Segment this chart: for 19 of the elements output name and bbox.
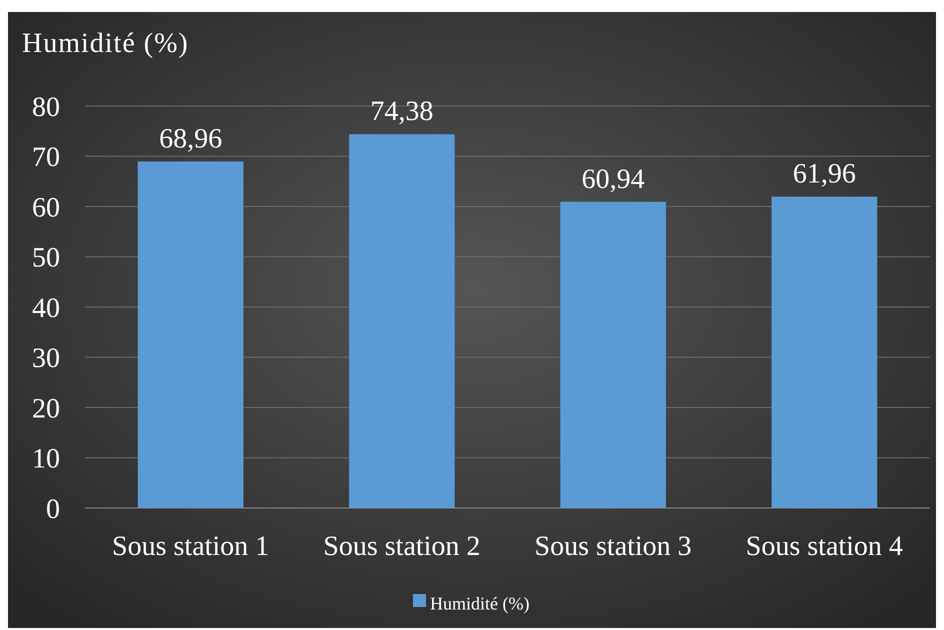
y-tick-label: 50 xyxy=(32,242,60,274)
x-tick-label: Sous station 4 xyxy=(746,531,903,562)
data-label: 74,38 xyxy=(370,96,434,128)
y-tick-label: 20 xyxy=(32,393,60,424)
x-tick-label: Sous station 1 xyxy=(112,531,270,562)
data-label: 61,96 xyxy=(792,158,856,190)
y-tick-label: 10 xyxy=(32,444,60,475)
data-label: 60,94 xyxy=(582,164,645,195)
legend-label: Humidité (%) xyxy=(430,593,530,614)
y-tick-label: 0 xyxy=(46,494,60,525)
data-label: 68,96 xyxy=(159,123,222,154)
x-tick-label: Sous station 2 xyxy=(323,531,480,562)
y-tick-label: 80 xyxy=(32,92,60,123)
y-tick-label: 30 xyxy=(32,343,60,374)
y-tick-label: 60 xyxy=(32,192,60,224)
y-tick-label: 40 xyxy=(32,292,60,324)
y-tick-label: 70 xyxy=(32,142,60,174)
x-tick-label: Sous station 3 xyxy=(534,531,692,562)
chart-title: Humidité (%) xyxy=(22,28,189,59)
